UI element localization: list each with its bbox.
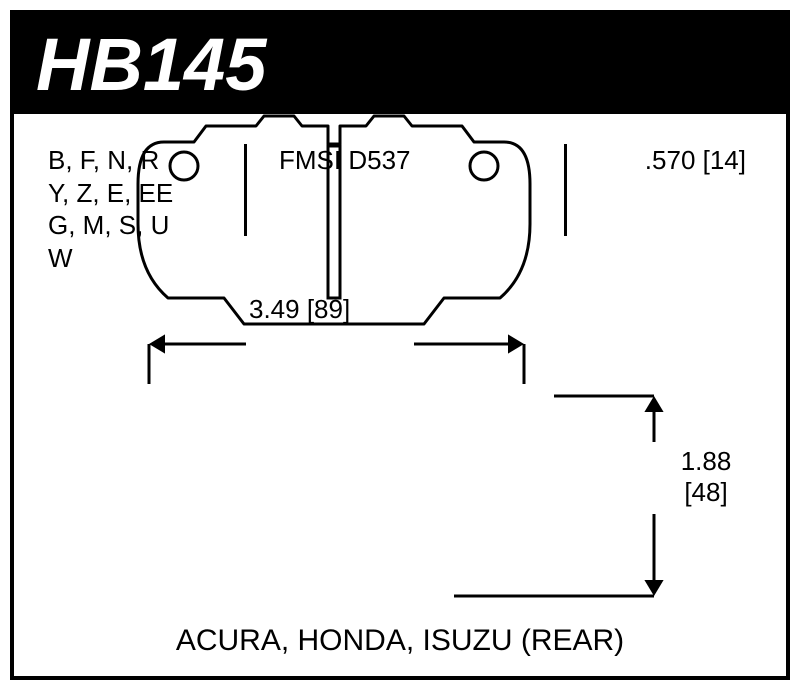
height-dimension-label: 1.88 [48] (666, 446, 746, 508)
diagram-frame: HB145 B, F, N, R Y, Z, E, EE G, M, S, U … (10, 10, 790, 680)
height-value-mm: [48] (666, 477, 746, 508)
application-label: ACURA, HONDA, ISUZU (REAR) (14, 624, 786, 658)
brake-pad-outline (134, 104, 534, 334)
height-value-in: 1.88 (666, 446, 746, 477)
